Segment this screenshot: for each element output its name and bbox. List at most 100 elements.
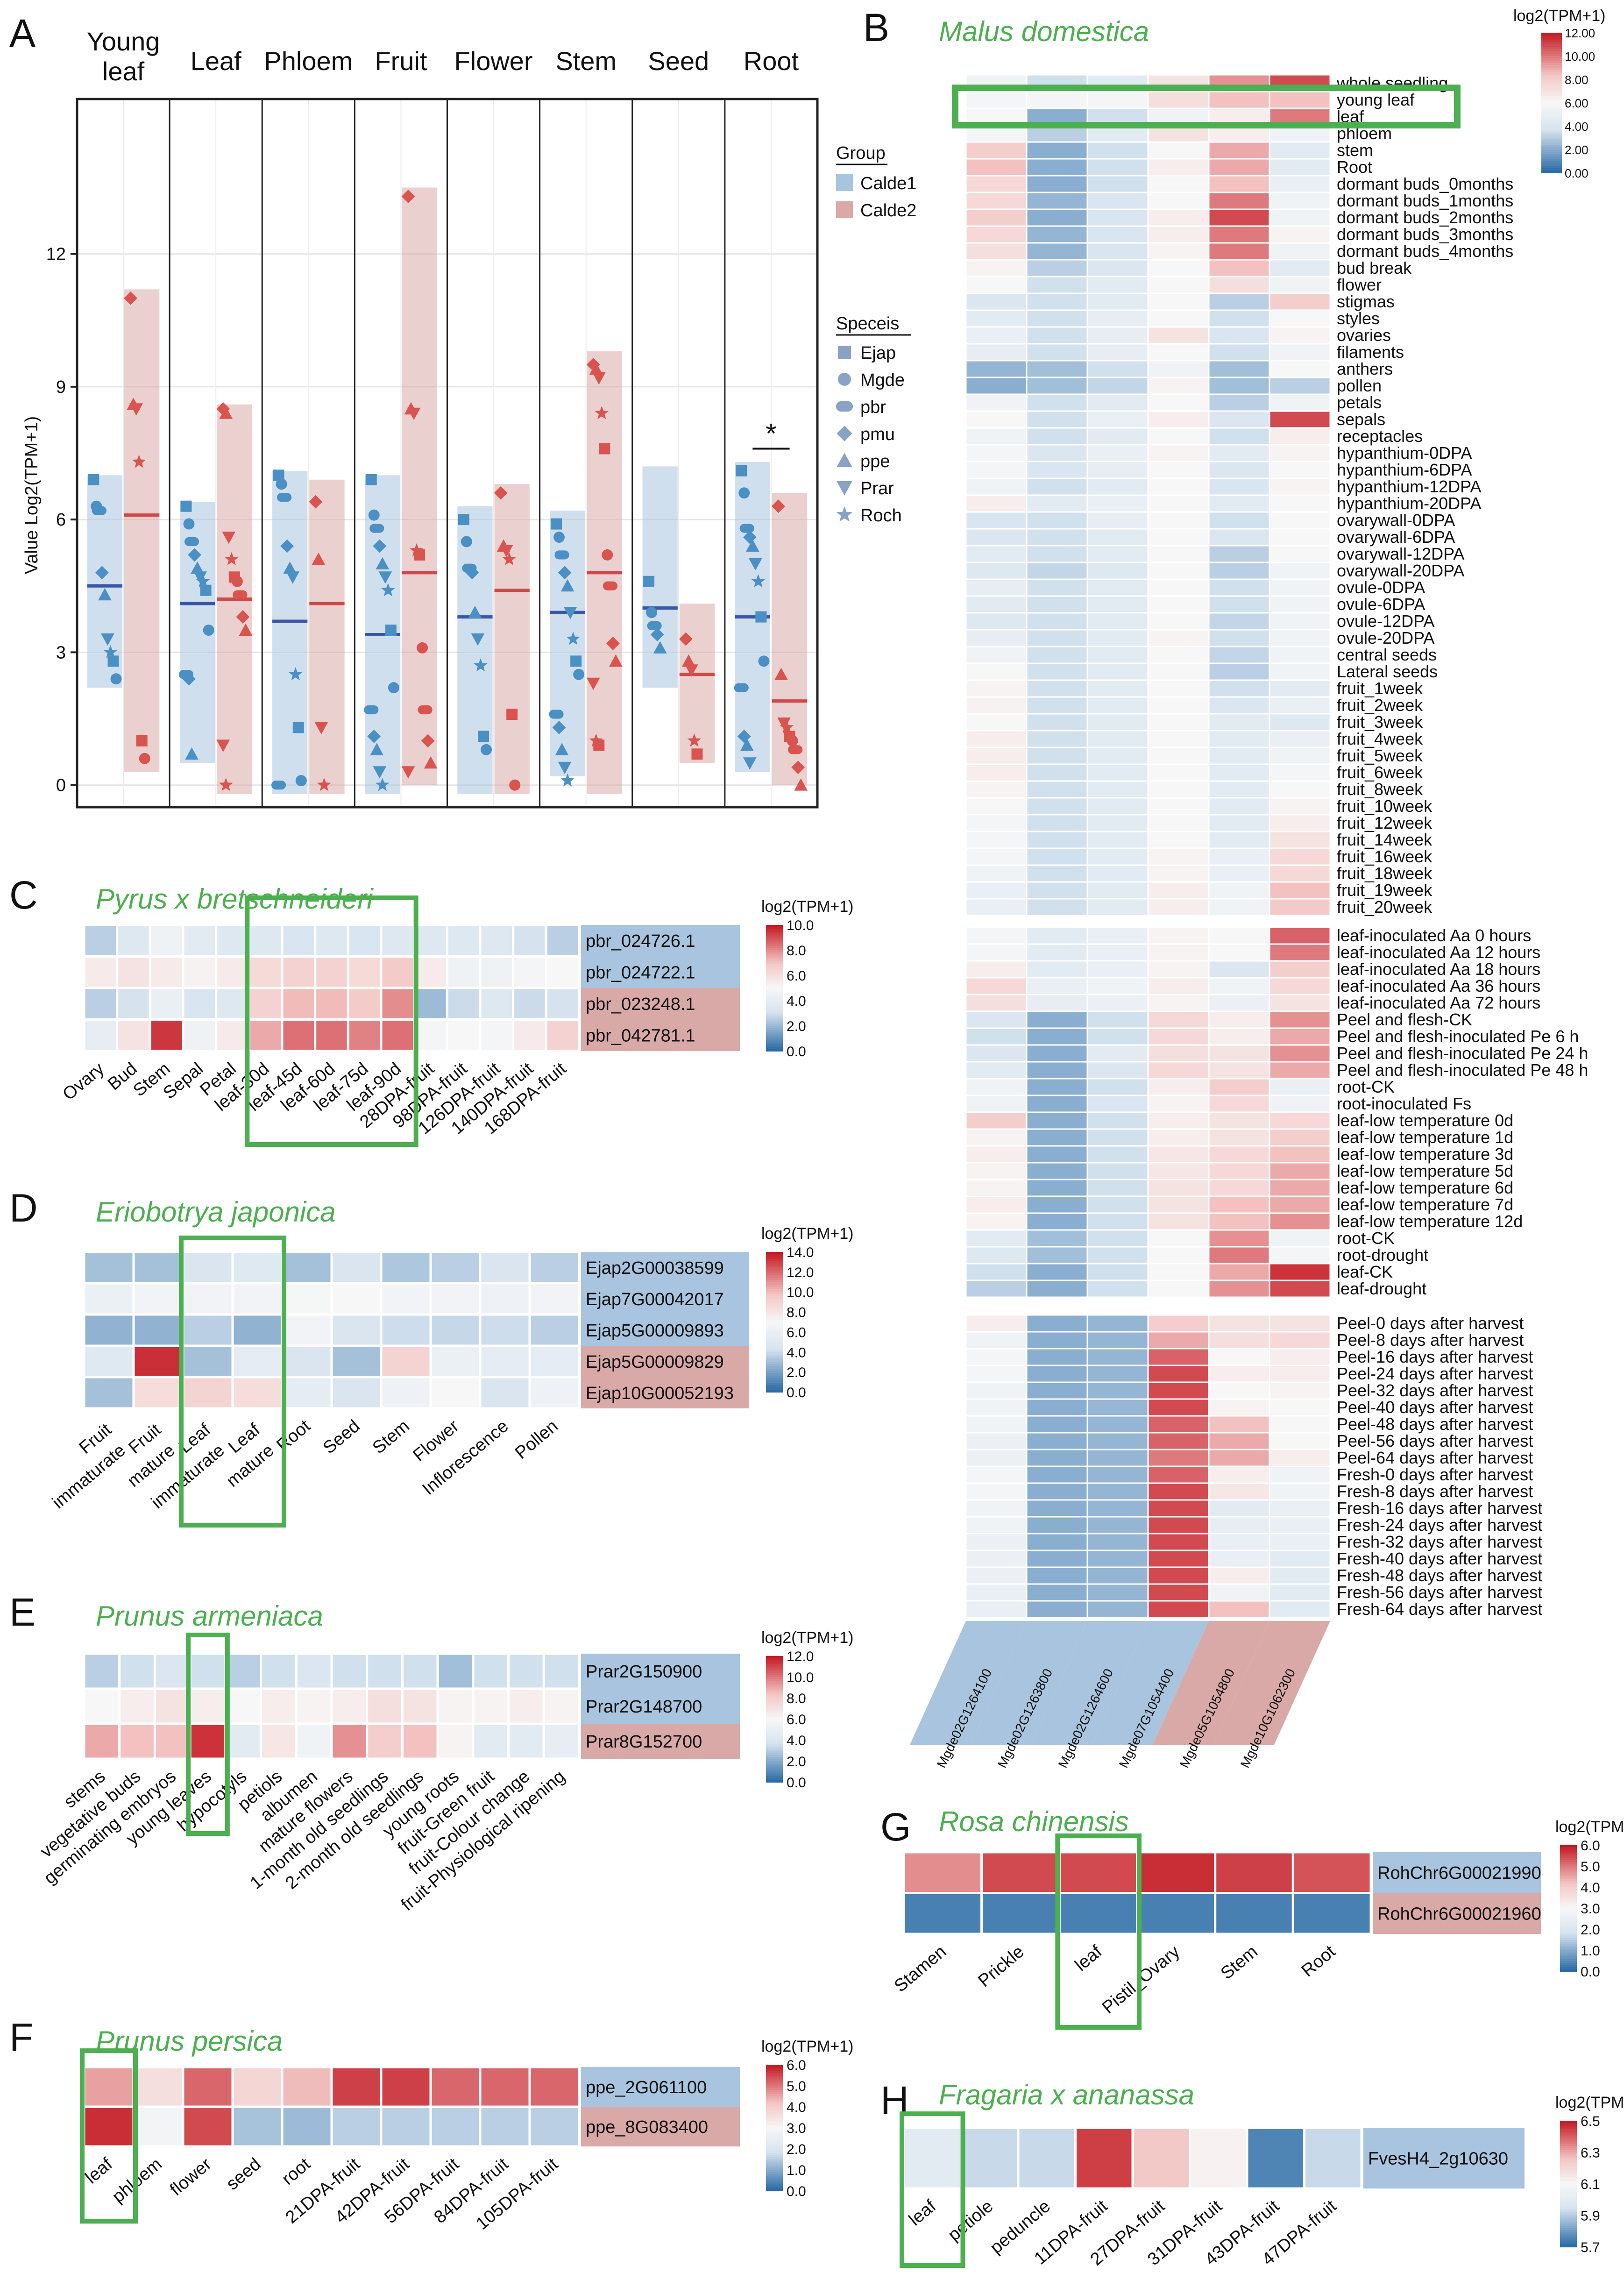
colorbar-tick: 2.00 [1565, 143, 1589, 157]
heatmap-cell [965, 225, 1028, 244]
row-label-background [581, 2107, 740, 2146]
colorbar-step [766, 1268, 783, 1271]
data-point [681, 654, 695, 667]
heatmap-cell [1086, 1212, 1149, 1231]
heatmap-cell [1269, 1078, 1331, 1096]
colorbar-step [1541, 44, 1562, 47]
row-label-background [581, 1315, 749, 1346]
heatmap-cell [1026, 763, 1088, 782]
category-label: Phloem [264, 46, 353, 76]
heatmap-cell [1026, 780, 1088, 799]
data-point [774, 668, 788, 680]
heatmap-cell [1026, 1279, 1088, 1298]
colorbar-step [766, 994, 783, 997]
row-label: root-inoculated Fs [1337, 1094, 1471, 1113]
heatmap-cell [1147, 511, 1210, 530]
colorbar-step [1560, 2180, 1577, 2182]
heatmap-cell [1208, 1533, 1270, 1551]
heatmap-cell [260, 1687, 298, 1725]
colorbar-step [1560, 2121, 1577, 2124]
colorbar-step [766, 2094, 783, 2097]
heatmap-cell [1026, 1246, 1088, 1265]
species-title: Fragaria x ananassa [939, 2079, 1194, 2110]
colorbar: log2(TPM+1)6.56.36.15.95.7 [1555, 2094, 1624, 2255]
data-point [509, 779, 521, 791]
heatmap-cell [479, 955, 515, 989]
colorbar-step [1541, 58, 1562, 61]
heatmap-cell [1147, 1600, 1210, 1619]
colorbar-step [766, 1334, 783, 1336]
row-label: dormant buds_0months [1337, 174, 1513, 193]
heatmap-cell [1208, 377, 1270, 395]
heatmap-cell [446, 924, 482, 958]
data-point [558, 566, 572, 580]
colorbar-step [1560, 1887, 1577, 1890]
heatmap-cell [436, 1722, 475, 1760]
heatmap-cell [83, 1282, 135, 1316]
heatmap-cell [1147, 1533, 1210, 1551]
heatmap-cell [1208, 994, 1270, 1012]
colorbar-step [766, 1670, 783, 1673]
colorbar-step [1541, 103, 1562, 106]
legend-title: Group [836, 143, 886, 163]
highlight-box [186, 1633, 230, 1836]
colorbar-step [766, 1711, 783, 1713]
colorbar-step [1560, 2167, 1577, 2170]
colorbar-step [766, 1032, 783, 1035]
heatmap-cell [1269, 1465, 1331, 1484]
heatmap-cell [1058, 1851, 1139, 1894]
heatmap-cell [528, 2105, 581, 2148]
data-point [549, 710, 564, 719]
colorbar-step [766, 946, 783, 949]
heatmap-cell [512, 924, 547, 958]
heatmap-cell [1147, 696, 1210, 715]
colorbar-step [1560, 2245, 1577, 2247]
data-point [418, 705, 433, 715]
heatmap-cell [1269, 343, 1331, 362]
heatmap-cell [1269, 898, 1331, 917]
heatmap-cell [1208, 578, 1270, 597]
colorbar: log2(TPM+1)6.05.04.03.02.01.00.0 [761, 2038, 853, 2199]
data-point [573, 668, 585, 680]
heatmap-cell [1269, 511, 1331, 530]
colorbar-step [1541, 49, 1562, 52]
row-label: leaf-inoculated Aa 72 hours [1337, 993, 1540, 1012]
heatmap-cell [281, 1376, 333, 1410]
heatmap-cell [965, 1229, 1028, 1248]
heatmap-cell [1086, 208, 1149, 227]
data-point [407, 407, 421, 420]
colorbar-tick: 6.00 [1565, 96, 1589, 110]
colorbar-step [1560, 2209, 1577, 2212]
colorbar-tick: 8.00 [1565, 73, 1589, 87]
heatmap-cell [1086, 797, 1149, 816]
heatmap-cell [1269, 1600, 1331, 1619]
colorbar-step [766, 1734, 783, 1736]
row-label: hypanthium-0DPA [1337, 443, 1472, 462]
colorbar-step [766, 2138, 783, 2141]
heatmap-cell [1208, 595, 1270, 614]
column-label-background [1213, 1621, 1330, 1745]
colorbar-step [1560, 2228, 1577, 2231]
colorbar-step [1560, 2219, 1577, 2222]
heatmap-cell [1026, 528, 1088, 547]
heatmap-cell [1208, 1600, 1270, 1619]
range-bar [272, 470, 308, 794]
heatmap-cell [1026, 1364, 1088, 1383]
colorbar-step [1560, 2222, 1577, 2224]
row-label: sepals [1337, 410, 1385, 429]
colorbar-step [1560, 1952, 1577, 1955]
colorbar-step [766, 1721, 783, 1724]
heatmap-cell [1269, 494, 1331, 513]
row-label-background [581, 1654, 740, 1689]
colorbar-step [766, 1296, 783, 1299]
heatmap-cell [965, 1094, 1028, 1113]
heatmap-cell [330, 1722, 369, 1760]
heatmap-cell [429, 1282, 482, 1316]
colorbar-step [766, 1736, 783, 1739]
heatmap-cell [1147, 1465, 1210, 1484]
heatmap-cell [314, 955, 349, 989]
data-point [309, 495, 323, 509]
colorbar-step [766, 2077, 783, 2080]
heatmap-cell [1026, 864, 1088, 883]
colorbar-step [766, 2153, 783, 2156]
